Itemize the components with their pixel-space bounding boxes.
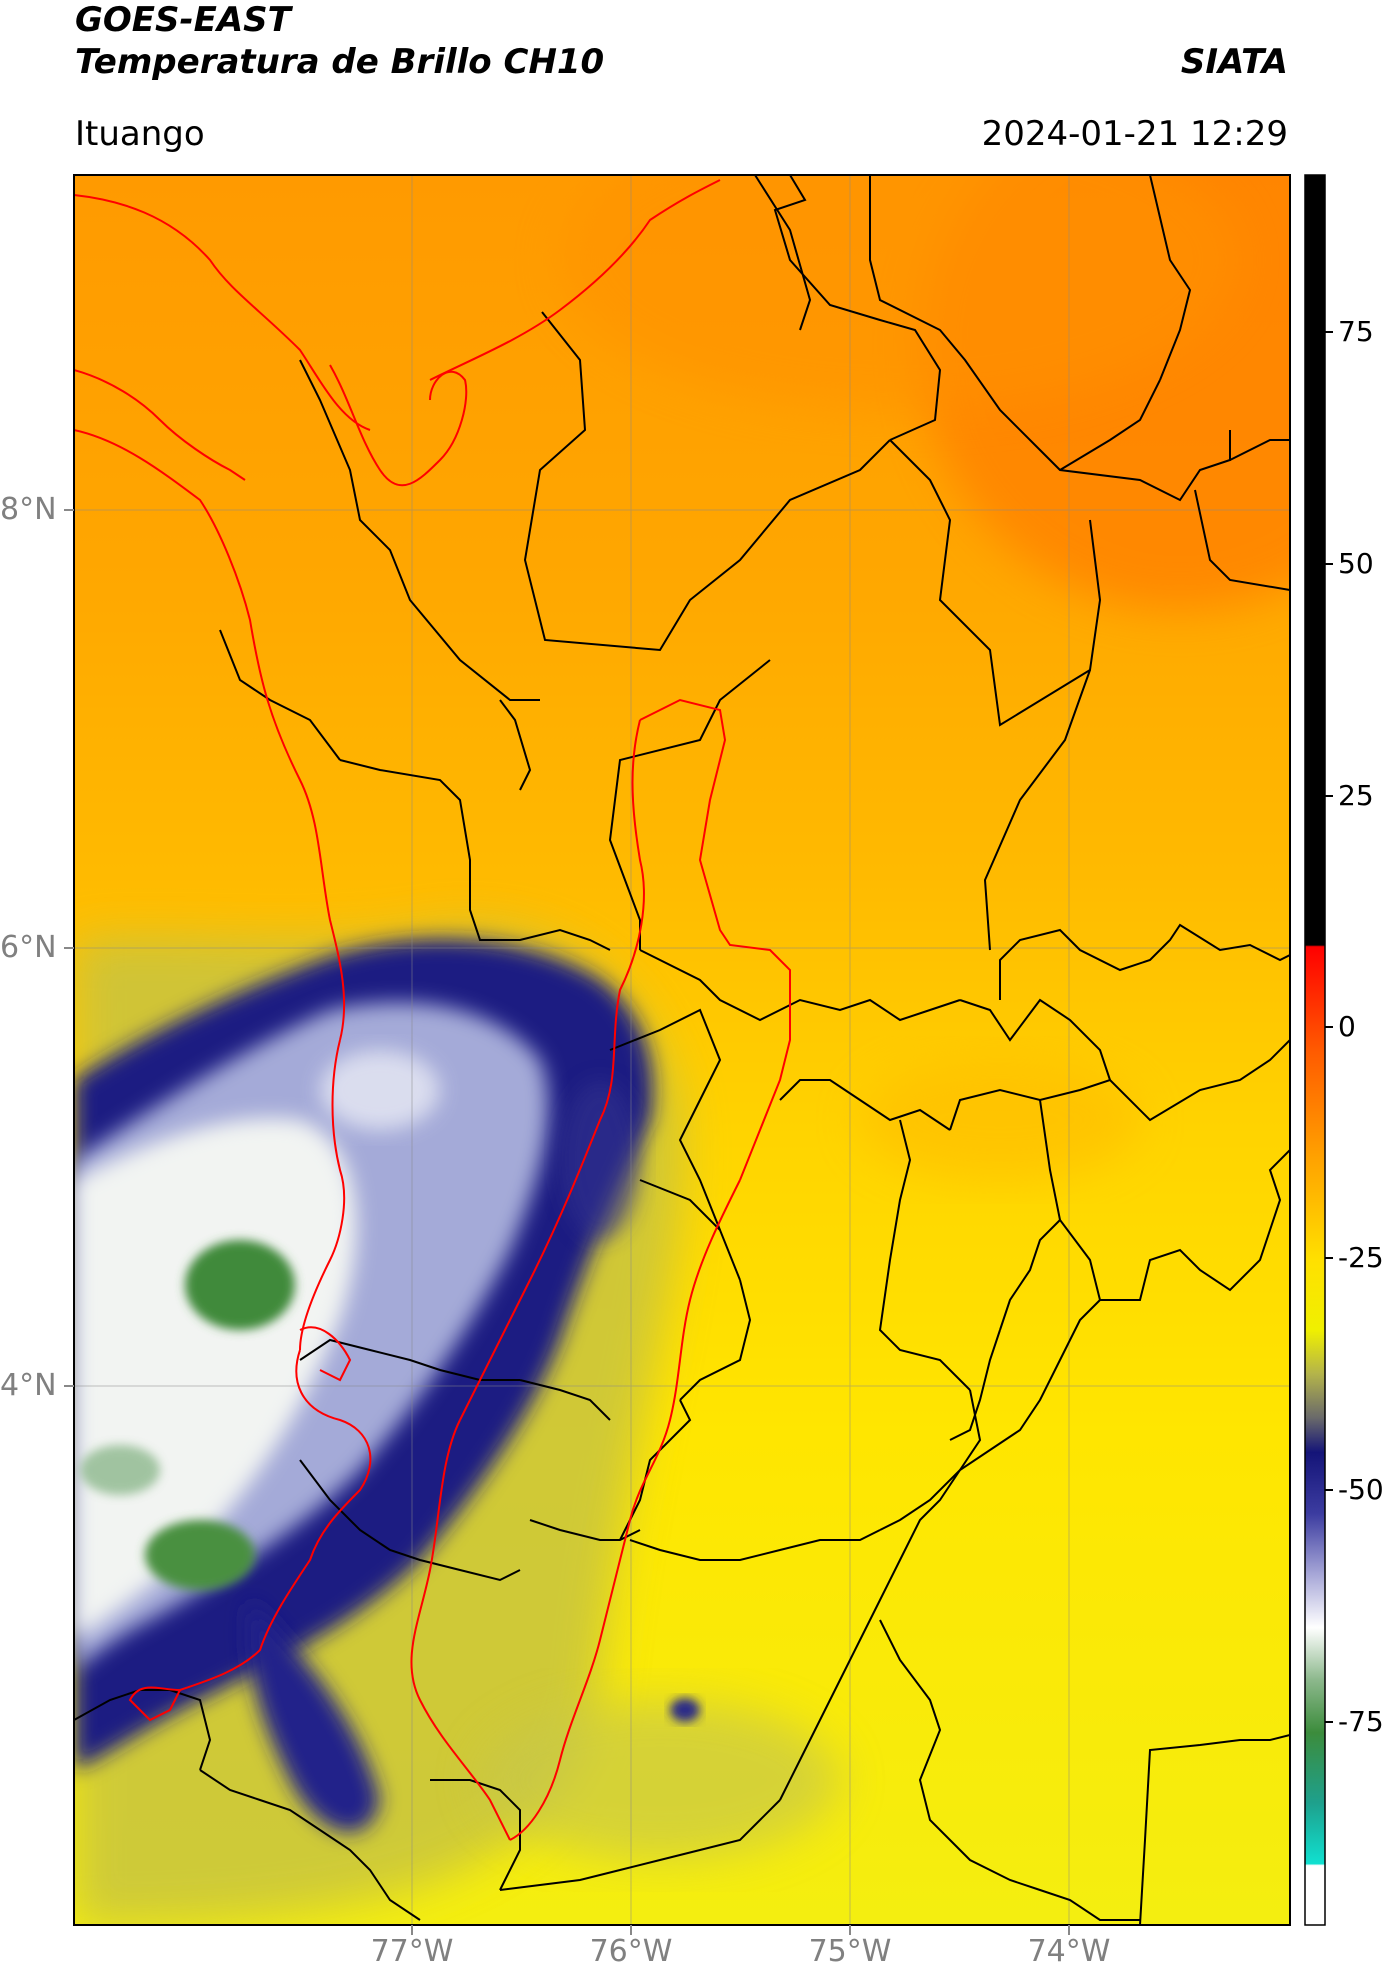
lon-label-76w: 76°W [589,1934,673,1969]
location-label: Ituango [75,114,205,154]
grid-lines [74,175,1290,1925]
lat-label-4n: 4°N [0,1368,57,1403]
colorbar-label-0: 0 [1338,1010,1356,1043]
colorbar-label-25: 25 [1338,779,1374,812]
colorbar-label-minus25: -25 [1338,1241,1384,1274]
title-line-2: Temperatura de Brillo CH10 [75,42,605,82]
colorbar-label-50: 50 [1338,547,1374,580]
lon-label-74w: 74°W [1027,1934,1111,1969]
colorbar-ticks [1325,331,1333,1723]
organization-label: SIATA [1180,42,1288,82]
lat-label-8n: 8°N [0,492,57,527]
colorbar-label-minus75: -75 [1338,1705,1384,1738]
timestamp-label: 2024-01-21 12:29 [981,114,1288,154]
red-boundaries [74,179,791,1841]
lon-label-77w: 77°W [370,1934,454,1969]
brightness-temperature-field [74,175,1290,1925]
map-frame [73,174,1291,1926]
colorbar-label-75: 75 [1338,315,1374,348]
lon-label-75w: 75°W [808,1934,892,1969]
colorbar [1304,174,1326,1926]
lat-label-6n: 6°N [0,930,57,965]
title-line-1: GOES-EAST [75,0,291,40]
admin-boundaries [74,175,1290,1925]
colorbar-label-minus50: -50 [1338,1473,1384,1506]
